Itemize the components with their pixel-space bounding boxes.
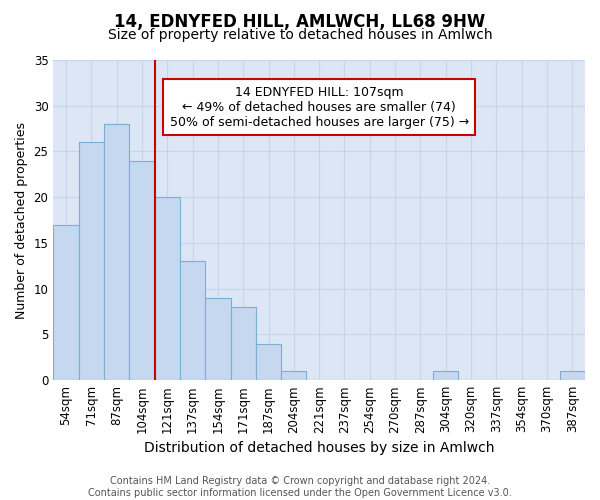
Bar (205, 298, 230, 380)
Bar (129, 160, 155, 380)
Text: 14 EDNYFED HILL: 107sqm
← 49% of detached houses are smaller (74)
50% of semi-de: 14 EDNYFED HILL: 107sqm ← 49% of detache… (170, 86, 469, 128)
X-axis label: Distribution of detached houses by size in Amlwch: Distribution of detached houses by size … (144, 441, 494, 455)
Bar (230, 307, 256, 380)
Y-axis label: Number of detached properties: Number of detached properties (15, 122, 28, 318)
Text: 14, EDNYFED HILL, AMLWCH, LL68 9HW: 14, EDNYFED HILL, AMLWCH, LL68 9HW (115, 12, 485, 30)
Bar (79, 142, 104, 380)
Bar (104, 124, 129, 380)
Bar (256, 344, 281, 380)
Bar (180, 262, 205, 380)
Text: Size of property relative to detached houses in Amlwch: Size of property relative to detached ho… (107, 28, 493, 42)
Bar (155, 197, 180, 380)
Bar (560, 371, 585, 380)
Text: Contains HM Land Registry data © Crown copyright and database right 2024.
Contai: Contains HM Land Registry data © Crown c… (88, 476, 512, 498)
Bar (433, 371, 458, 380)
Bar (53, 224, 79, 380)
Bar (281, 371, 307, 380)
